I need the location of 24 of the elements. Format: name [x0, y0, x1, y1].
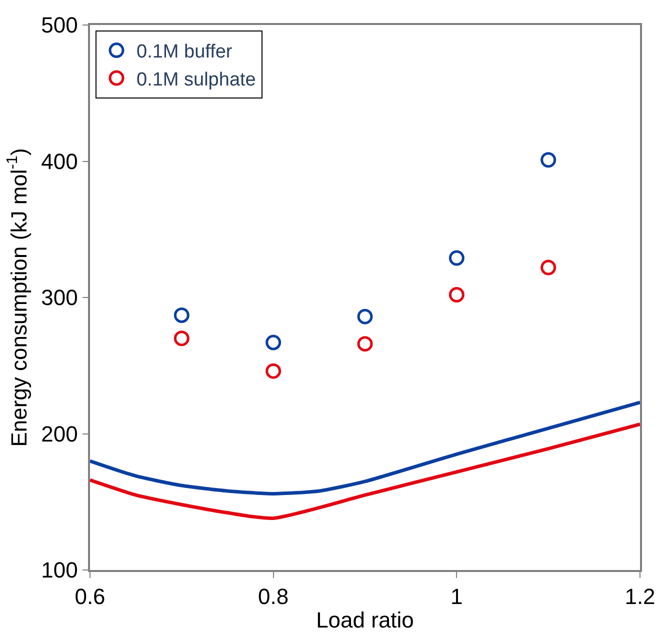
x-tick-label: 1: [450, 584, 463, 610]
point: [174, 307, 190, 323]
point: [357, 336, 373, 352]
point: [174, 330, 190, 346]
point: [357, 308, 373, 324]
line-series: [90, 400, 640, 496]
point: [540, 152, 556, 168]
point: [266, 334, 282, 350]
x-tick-label: 0.6: [74, 584, 106, 610]
y-tick-label: 500: [41, 12, 78, 38]
legend-label: 0.1M sulphate: [136, 69, 256, 90]
y-tick-label: 200: [41, 421, 78, 446]
x-axis-title: Load ratio: [316, 608, 414, 633]
point: [448, 287, 464, 303]
y-tick-label: 300: [41, 285, 78, 310]
legend-label: 0.1M buffer: [136, 42, 233, 63]
point: [266, 363, 282, 379]
y-tick-label: 400: [41, 148, 78, 174]
point: [540, 260, 556, 276]
line-series: [90, 422, 640, 520]
x-tick-label: 1.2: [624, 584, 656, 610]
y-tick-label: 100: [41, 558, 78, 583]
point: [448, 250, 464, 266]
x-tick-label: 0.8: [258, 584, 289, 610]
